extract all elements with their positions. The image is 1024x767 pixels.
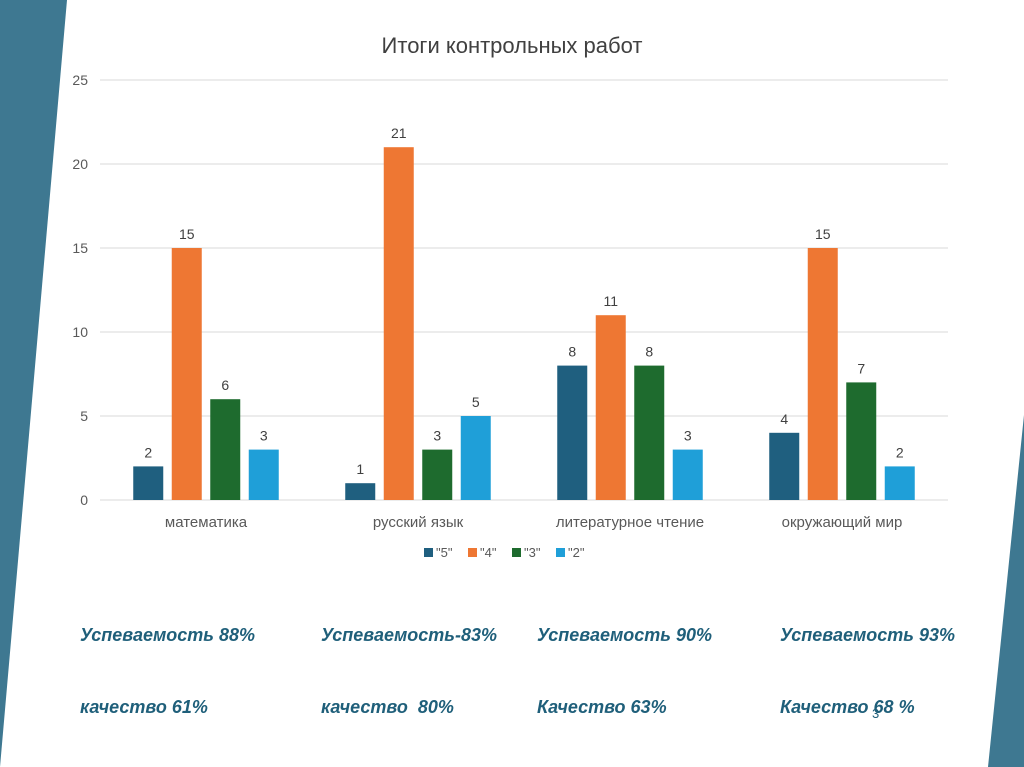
stats-success-line: Успеваемость 90% [537,625,713,645]
y-tick-label: 10 [72,324,88,340]
category-label: окружающий мир [782,514,903,531]
stats-quality-line: Качество 63% [537,697,667,717]
bar [634,365,665,500]
bar [672,449,703,500]
data-label: 8 [568,344,576,360]
stats-success-line: Успеваемость 93% [780,625,956,645]
data-label: 7 [857,360,865,376]
stats-block-world: Успеваемость 93% Качество 68 % [780,575,955,743]
bar [846,382,877,500]
bar [595,315,626,500]
y-tick-label: 5 [80,408,88,424]
legend-swatch [556,548,565,557]
data-label: 6 [221,377,229,393]
legend-swatch [424,548,433,557]
category-label: математика [165,514,248,531]
data-label: 3 [260,428,268,444]
legend-label: "5" [436,545,453,560]
bar [422,449,453,500]
data-label: 4 [780,411,788,427]
legend-label: "2" [568,545,585,560]
data-label: 3 [684,428,692,444]
data-label: 8 [645,344,653,360]
bar [769,432,800,500]
bar [171,248,202,500]
data-label: 1 [356,461,364,477]
stats-quality-line: Качество 68 % [780,697,915,717]
legend-label: "3" [524,545,541,560]
bar [345,483,376,500]
data-label: 15 [179,226,195,242]
right-frame-band [988,415,1024,767]
y-tick-label: 25 [72,72,88,88]
y-tick-label: 15 [72,240,88,256]
stats-success-line: Успеваемость-83% [321,625,498,645]
bar [884,466,915,500]
data-label: 21 [391,125,407,141]
stats-quality-line: качество 80% [321,697,454,717]
page-number: 3 [872,706,880,721]
legend-swatch [468,548,477,557]
category-label: русский язык [373,514,464,531]
stats-quality-line: качество 61% [80,697,208,717]
bar [248,449,279,500]
data-label: 2 [896,444,904,460]
stats-block-math: Успеваемость 88% качество 61% [80,575,255,743]
legend-label: "4" [480,545,497,560]
bar [133,466,164,500]
stats-success-line: Успеваемость 88% [80,625,256,645]
bar [557,365,588,500]
y-tick-label: 20 [72,156,88,172]
bar [460,416,491,500]
bar [807,248,838,500]
left-frame-band [0,0,67,767]
legend-swatch [512,548,521,557]
stats-block-russian: Успеваемость-83% качество 80% [321,575,497,743]
bar [210,399,241,500]
y-tick-label: 0 [80,492,88,508]
data-label: 2 [144,444,152,460]
stats-block-reading: Успеваемость 90% Качество 63% [537,575,712,743]
data-label: 11 [603,293,618,309]
data-label: 5 [472,394,480,410]
category-label: литературное чтение [556,514,704,531]
bar [383,147,414,500]
data-label: 15 [815,226,831,242]
data-label: 3 [433,428,441,444]
chart-title: Итоги контрольных работ [382,33,643,58]
